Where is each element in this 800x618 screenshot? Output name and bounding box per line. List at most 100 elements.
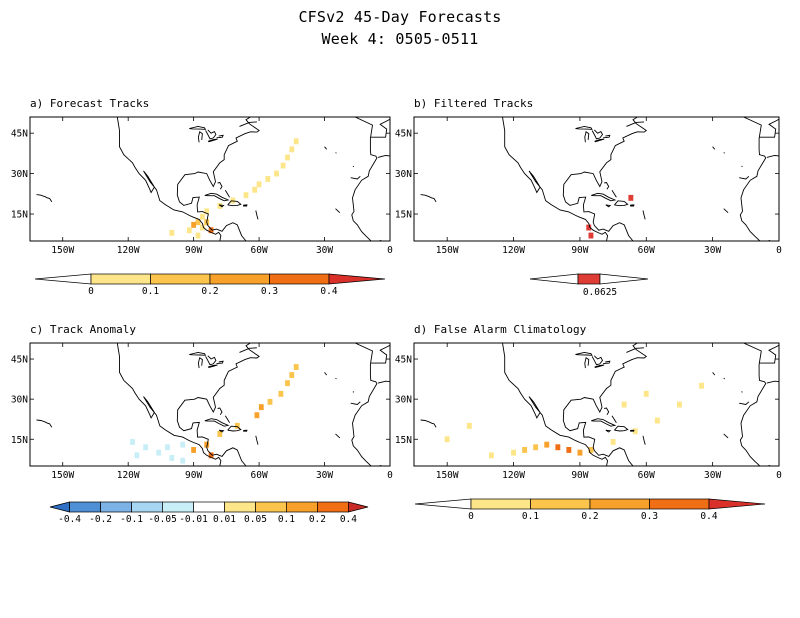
data-cell xyxy=(643,390,649,397)
colorbar-label: 0.4 xyxy=(320,286,337,297)
data-cell xyxy=(544,441,550,448)
data-cell xyxy=(628,194,634,201)
lon-tick-label: 90W xyxy=(571,470,588,481)
data-cell xyxy=(267,398,273,405)
coastline xyxy=(227,200,242,207)
colorbar-segment xyxy=(649,498,710,510)
coastline xyxy=(36,419,53,428)
coastline xyxy=(216,360,224,365)
coastline xyxy=(766,380,779,384)
data-cell xyxy=(204,441,210,448)
coastline xyxy=(664,469,673,482)
colorbar-label: -0.1 xyxy=(120,514,143,525)
data-cell xyxy=(621,401,627,408)
coastline xyxy=(604,181,610,190)
lon-tick-label: 30W xyxy=(704,470,721,481)
coastline xyxy=(584,131,590,143)
colorbar-label: 0 xyxy=(88,286,94,297)
data-cell xyxy=(285,154,290,161)
data-cell xyxy=(522,447,528,453)
coastline xyxy=(377,380,390,384)
data-cell xyxy=(677,401,682,408)
lon-tick-label: 0 xyxy=(387,245,393,256)
coastline xyxy=(562,117,648,241)
data-cell xyxy=(280,162,286,169)
colorbar-segment xyxy=(414,498,472,510)
data-cell xyxy=(577,449,583,456)
data-cell xyxy=(265,176,271,182)
data-cell xyxy=(256,181,262,188)
lat-tick-label: 30N xyxy=(11,169,28,180)
data-cell xyxy=(191,221,196,228)
coastline xyxy=(759,344,779,364)
coastline xyxy=(255,435,259,445)
coastline xyxy=(352,391,355,393)
coastline xyxy=(335,377,337,380)
coastline xyxy=(370,344,390,364)
lon-tick-label: 0 xyxy=(387,470,393,481)
coastline xyxy=(351,343,382,466)
panel-title: b) Filtered Tracks xyxy=(414,97,533,110)
coastline xyxy=(239,121,257,127)
coastline xyxy=(36,194,53,203)
lat-tick-label: 45N xyxy=(11,355,28,366)
coastline xyxy=(116,343,222,466)
data-cell xyxy=(200,224,205,231)
lon-tick-label: 120W xyxy=(117,245,140,256)
data-cell xyxy=(444,436,450,443)
lon-tick-label: 60W xyxy=(638,470,655,481)
figure-subtitle: Week 4: 0505-0511 xyxy=(321,30,479,48)
data-cell xyxy=(632,428,638,435)
colorbar-label: -0.05 xyxy=(148,514,177,525)
coastline xyxy=(741,391,743,393)
coastline xyxy=(629,429,635,432)
coastline xyxy=(204,418,230,427)
lon-tick-label: 150W xyxy=(51,470,74,481)
coastline xyxy=(741,165,743,168)
coastline xyxy=(591,129,604,140)
coastline xyxy=(712,372,716,376)
coastline xyxy=(759,118,779,138)
data-cell xyxy=(293,364,299,370)
coastline xyxy=(335,433,341,439)
colorbar: 0.0625 xyxy=(529,273,649,298)
panel-title: c) Track Anomaly xyxy=(30,323,136,336)
colorbar-label: 0.2 xyxy=(581,511,598,522)
data-cell xyxy=(169,229,175,236)
data-cell xyxy=(204,208,210,215)
lon-tick-label: 120W xyxy=(502,470,525,481)
coastline xyxy=(216,134,224,139)
colorbar-label: 0.4 xyxy=(700,511,717,522)
coastline xyxy=(584,356,590,369)
colorbar-segment xyxy=(530,498,591,510)
coastline xyxy=(723,433,729,439)
colorbar-label: -0.4 xyxy=(58,514,81,525)
data-cell xyxy=(285,380,290,387)
coastline xyxy=(575,125,593,130)
data-cell xyxy=(289,372,295,378)
coastline xyxy=(352,165,355,168)
lon-tick-label: 120W xyxy=(117,470,140,481)
data-cell xyxy=(180,441,186,448)
colorbar-segment xyxy=(328,273,386,285)
data-cell xyxy=(195,219,201,226)
data-cell xyxy=(511,449,516,456)
coastline xyxy=(377,155,390,158)
coastline xyxy=(224,415,230,423)
colorbar-label: 0.4 xyxy=(340,514,357,525)
coastline xyxy=(605,429,612,433)
colorbar-label: 0.01 xyxy=(213,514,236,525)
coastline xyxy=(723,208,729,214)
coastline xyxy=(723,152,725,154)
lon-tick-label: 60W xyxy=(638,245,655,256)
coastline xyxy=(205,129,217,140)
data-cell xyxy=(191,447,196,453)
colorbar: 0 0.1 0.2 0.3 0.4 xyxy=(414,498,766,522)
colorbar-label: 0 xyxy=(468,511,474,522)
coastline xyxy=(224,190,230,198)
data-cell xyxy=(555,444,561,451)
lon-tick-label: 150W xyxy=(436,470,459,481)
coastline xyxy=(642,435,646,445)
lat-tick-label: 15N xyxy=(11,210,28,221)
